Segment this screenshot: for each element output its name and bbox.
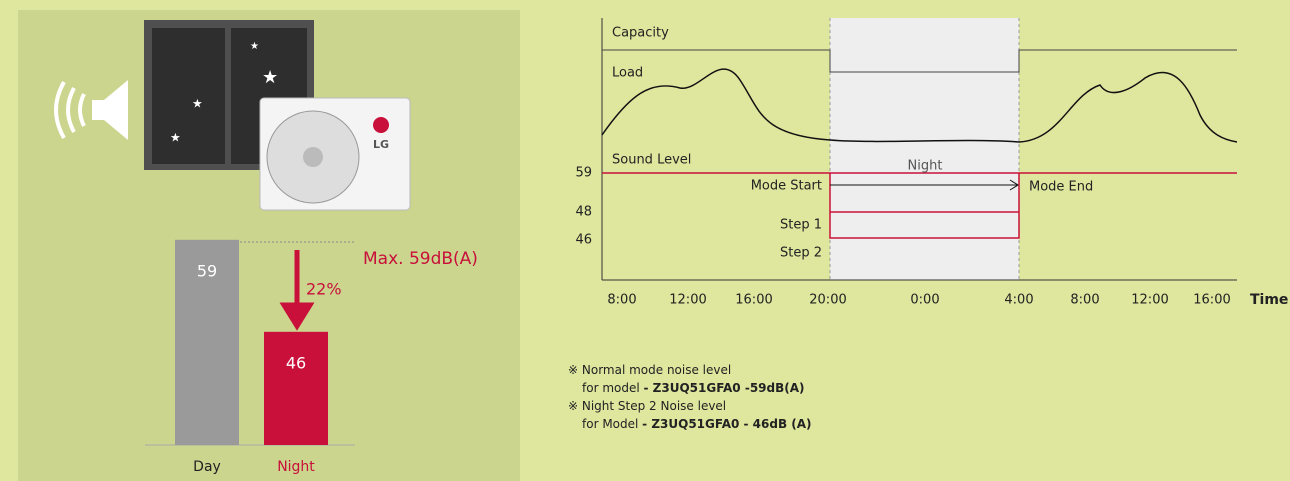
time-label: 12:00 <box>1131 293 1168 308</box>
reduction-arrow <box>279 250 315 331</box>
level-text: Step 2 <box>780 246 822 261</box>
level-text: Mode Start <box>751 179 822 194</box>
note-line: for model - Z3UQ51GFA0 -59dB(A) <box>582 379 805 397</box>
svg-text:★: ★ <box>262 67 278 88</box>
mode-arrow <box>830 179 1019 191</box>
note-bold: - Z3UQ51GFA0 - 46dB (A) <box>642 417 812 431</box>
timeline-diagram: Capacity Load Sound Level Night Mode End… <box>601 18 1288 308</box>
time-label: 0:00 <box>910 293 939 308</box>
time-label: 8:00 <box>1070 293 1099 308</box>
note-line: for Model - Z3UQ51GFA0 - 46dB (A) <box>582 415 812 433</box>
time-label: 16:00 <box>735 293 772 308</box>
speaker-icon <box>54 80 128 140</box>
level-value: 46 <box>575 233 592 248</box>
bar <box>264 331 328 445</box>
time-label: 12:00 <box>669 293 706 308</box>
x-tick-label: Day <box>193 459 221 475</box>
value-label: 46 <box>286 353 306 372</box>
svg-text:★: ★ <box>250 41 259 52</box>
max-annotation: Max. 59dB(A) <box>363 249 478 269</box>
note-text: for Model <box>582 417 643 431</box>
time-label: 16:00 <box>1193 293 1230 308</box>
note-bold: - Z3UQ51GFA0 -59dB(A) <box>643 381 805 395</box>
night-label: Night <box>908 159 943 174</box>
load-label: Load <box>612 66 643 81</box>
svg-text:★: ★ <box>192 97 203 111</box>
time-label: 4:00 <box>1004 293 1033 308</box>
value-label: 59 <box>197 261 217 280</box>
level-text: Step 1 <box>780 218 822 233</box>
reduction-label: 22% <box>306 280 342 299</box>
level-value: 48 <box>575 205 592 220</box>
capacity-label: Capacity <box>612 26 669 41</box>
svg-text:LG: LG <box>373 138 389 151</box>
step-box <box>829 173 1020 239</box>
x-tick-label: Night <box>277 459 315 475</box>
note-text: for model <box>582 381 644 395</box>
note-line: ※ Night Step 2 Noise level <box>568 397 726 415</box>
note-line: ※ Normal mode noise level <box>568 361 731 379</box>
bar <box>175 239 239 445</box>
load-curve <box>601 68 1238 143</box>
svg-text:★: ★ <box>170 131 181 145</box>
sound-label: Sound Level <box>612 153 691 168</box>
time-label: 20:00 <box>809 293 846 308</box>
capacity-line <box>602 49 1237 73</box>
diagram-labels: 59 Mode Start 48 Step 1 46 Step 2 8:00 12:00 16:… <box>575 166 1230 308</box>
level-value: 59 <box>575 166 592 181</box>
note-text: ※ Normal mode noise level <box>568 363 732 377</box>
mode-end-label: Mode End <box>1029 180 1093 195</box>
time-label: 8:00 <box>607 293 636 308</box>
outdoor-unit-icon: LG <box>259 97 411 211</box>
note-text: ※ Night Step 2 Noise level <box>568 399 727 413</box>
night-band <box>830 18 1019 280</box>
x-title: Time <box>1250 292 1288 308</box>
bar-chart: 59 Day 46 Night <box>175 239 328 475</box>
